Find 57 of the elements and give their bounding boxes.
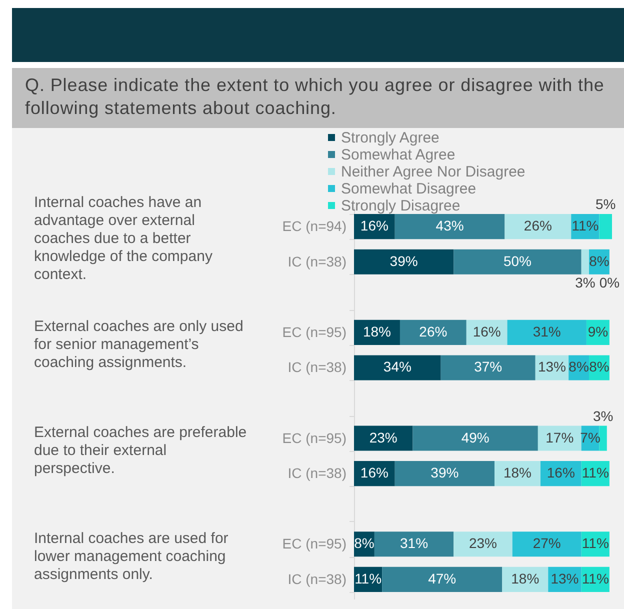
data-label: 47% <box>428 570 456 586</box>
chart-title: Q. Please indicate the extent to which you agree or disagree with the following statements about coaching. <box>25 74 606 120</box>
y-tick-label: IC (n=38) <box>288 359 346 376</box>
data-label: 17% <box>546 429 574 446</box>
data-label: 8% <box>589 358 610 375</box>
legend-label: Strongly Disagree <box>341 198 460 214</box>
data-label: 16% <box>360 218 388 234</box>
text: External coaches are preferable due to their external perspective. <box>34 424 247 477</box>
data-label: 18% <box>511 570 540 586</box>
data-label: 18% <box>503 464 532 481</box>
y-tick-label: IC (n=38) <box>288 465 346 482</box>
data-label: 34% <box>383 358 412 375</box>
data-label: 31% <box>400 535 428 552</box>
data-label: 11% <box>582 535 609 552</box>
data-label: 23% <box>468 535 498 552</box>
data-label: 31% <box>532 323 561 340</box>
data-label: 11% <box>582 464 609 481</box>
data-label: 0% <box>599 274 620 290</box>
legend-label: Somewhat Disagree <box>341 180 476 198</box>
data-label: 13% <box>550 570 579 586</box>
data-label: 3% <box>575 274 596 290</box>
y-tick-label: EC (n=95) <box>282 324 346 340</box>
data-label: 26% <box>419 323 448 340</box>
data-label: 8% <box>354 535 374 552</box>
text: External coaches are only used for senior management’s coaching assignments. <box>34 318 244 372</box>
data-label: 5% <box>595 196 616 212</box>
legend-label: Strongly Agree <box>341 130 440 146</box>
legend-label: Neither Agree Nor Disagree <box>341 164 526 180</box>
data-label: 26% <box>524 218 552 234</box>
y-tick-label: IC (n=38) <box>288 253 346 270</box>
data-label: 16% <box>546 464 575 481</box>
y-tick-label: EC (n=95) <box>282 536 346 552</box>
data-label: 11% <box>354 570 382 586</box>
data-label: 8% <box>589 252 610 269</box>
data-label: 9% <box>588 323 608 340</box>
data-label: 8% <box>568 358 589 375</box>
data-label: 11% <box>582 570 609 586</box>
data-label: 23% <box>369 429 398 446</box>
data-label: 39% <box>390 252 418 269</box>
text: Internal coaches are used for lower management coaching assignments only. <box>34 530 228 583</box>
y-tick-label: EC (n=94) <box>282 218 346 234</box>
data-label: 43% <box>436 218 464 234</box>
data-label: 39% <box>430 464 459 481</box>
data-label: 13% <box>538 358 566 375</box>
data-label: 16% <box>360 464 388 481</box>
data-label: 49% <box>461 429 490 446</box>
data-label: 18% <box>362 323 392 340</box>
text: Internal coaches have an advantage over external coaches due to a better knowledge of the company context. <box>34 194 213 284</box>
data-label: 50% <box>503 252 532 269</box>
data-label: 3% <box>592 408 614 424</box>
legend-label: Somewhat Agree <box>341 146 456 164</box>
y-tick-label: EC (n=95) <box>282 430 346 446</box>
data-label: 27% <box>532 535 561 552</box>
data-label: 37% <box>474 358 502 375</box>
data-label: 11% <box>572 218 599 234</box>
y-tick-label: IC (n=38) <box>288 570 346 587</box>
data-label: 16% <box>472 323 501 340</box>
